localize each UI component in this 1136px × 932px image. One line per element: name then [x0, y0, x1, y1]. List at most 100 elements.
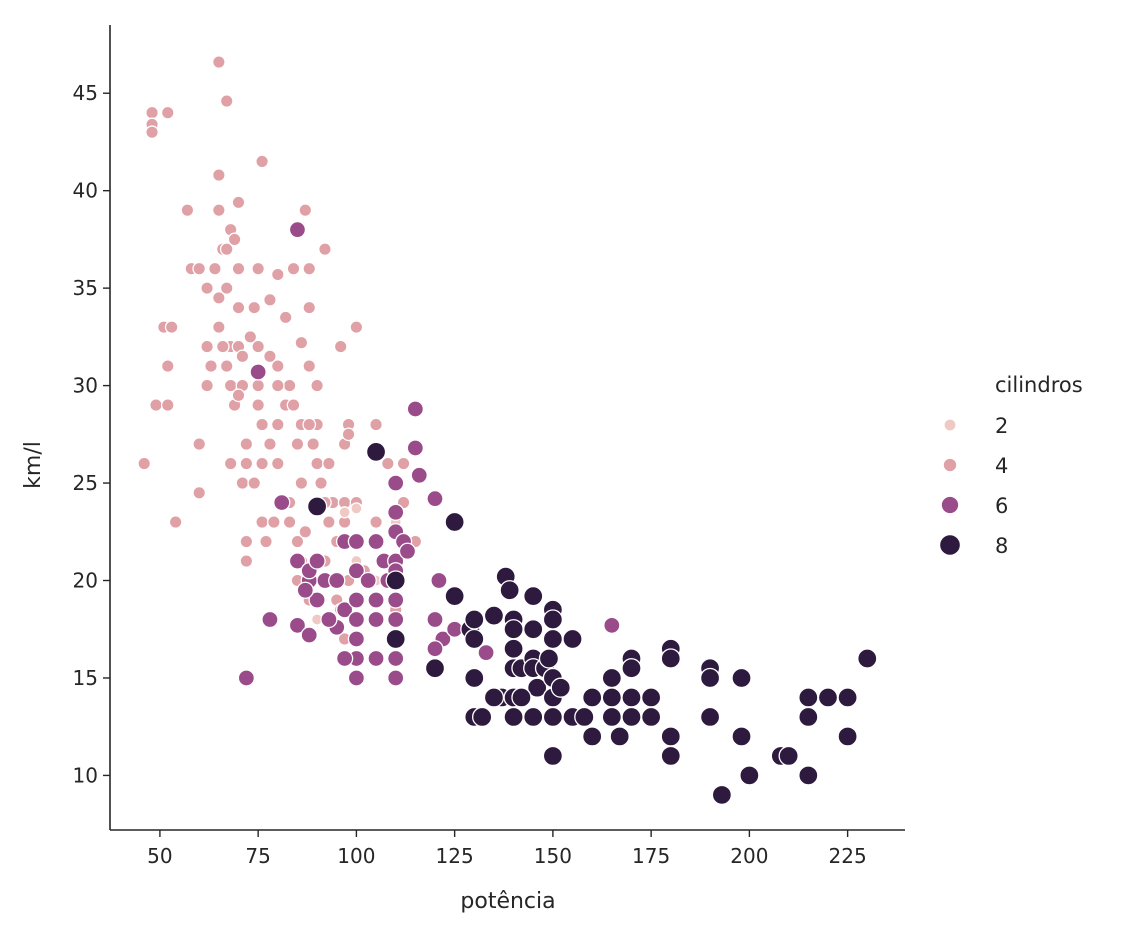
point-cyl-4	[302, 300, 317, 315]
point-cyl-4	[192, 261, 207, 276]
point-cyl-8	[711, 784, 733, 806]
x-tick-label: 200	[730, 844, 768, 868]
point-cyl-8	[444, 511, 465, 533]
point-cyl-6	[387, 669, 405, 687]
point-cyl-4	[270, 267, 285, 282]
point-cyl-8	[699, 667, 721, 689]
point-cyl-4	[145, 105, 159, 120]
point-cyl-4	[270, 456, 285, 471]
point-cyl-6	[347, 532, 366, 551]
point-cyl-8	[640, 687, 662, 708]
point-cyl-8	[817, 687, 839, 708]
point-cyl-4	[200, 378, 214, 393]
legend-marker-6	[940, 495, 960, 515]
point-cyl-6	[387, 649, 405, 668]
point-cyl-8	[660, 648, 681, 669]
point-cyl-4	[212, 203, 226, 218]
point-cyl-6	[387, 591, 405, 609]
point-cyl-4	[294, 476, 309, 490]
point-cyl-8	[523, 585, 544, 607]
point-cyl-6	[273, 493, 291, 512]
point-cyl-8	[523, 706, 544, 728]
point-cyl-4	[322, 515, 336, 529]
point-cyl-8	[523, 619, 544, 640]
point-cyl-4	[255, 154, 269, 169]
y-tick-label: 35	[73, 276, 98, 300]
point-cyl-8	[550, 677, 571, 698]
point-cyl-4	[251, 261, 266, 276]
point-cyl-8	[542, 706, 564, 728]
point-cyl-4	[168, 515, 183, 529]
point-cyl-8	[601, 687, 622, 708]
point-cyl-8	[582, 687, 603, 708]
point-cyl-8	[739, 765, 760, 786]
point-cyl-6	[296, 581, 314, 599]
point-cyl-6	[406, 439, 424, 457]
point-cyl-4	[180, 203, 195, 218]
legend-label: 2	[995, 414, 1008, 438]
point-cyl-4	[369, 417, 383, 432]
point-cyl-4	[239, 456, 254, 471]
point-cyl-4	[255, 417, 269, 432]
point-cyl-6	[288, 616, 307, 634]
point-cyl-4	[192, 437, 207, 451]
point-cyl-6	[387, 503, 405, 521]
legend-marker-8	[938, 533, 962, 557]
point-cyl-8	[542, 628, 564, 650]
point-cyl-4	[286, 398, 301, 412]
point-cyl-4	[270, 378, 285, 393]
point-cyl-4	[251, 398, 266, 412]
point-cyl-4	[298, 203, 313, 218]
point-cyl-8	[511, 687, 532, 708]
point-cyl-4	[318, 242, 332, 257]
point-cyl-4	[212, 55, 226, 69]
point-cyl-8	[699, 706, 721, 728]
point-cyl-4	[333, 339, 348, 354]
point-cyl-4	[282, 378, 297, 393]
point-cyl-4	[239, 437, 254, 451]
point-cyl-4	[294, 335, 309, 350]
point-cyl-6	[477, 643, 495, 662]
point-cyl-8	[527, 677, 548, 698]
point-cyl-8	[778, 745, 799, 767]
point-cyl-4	[215, 339, 230, 354]
points-layer	[137, 55, 878, 806]
point-cyl-2	[350, 502, 363, 515]
point-cyl-6	[308, 591, 326, 609]
point-cyl-6	[288, 552, 307, 570]
point-cyl-4	[310, 456, 324, 471]
point-cyl-4	[160, 105, 175, 120]
point-cyl-4	[278, 310, 293, 325]
point-cyl-4	[208, 261, 222, 276]
point-cyl-8	[660, 726, 681, 747]
point-cyl-4	[310, 378, 324, 393]
point-cyl-4	[369, 515, 383, 529]
point-cyl-4	[298, 524, 313, 539]
legend-label: 8	[995, 534, 1008, 558]
point-cyl-4	[290, 437, 305, 451]
point-cyl-6	[261, 610, 279, 629]
point-cyl-6	[603, 616, 621, 634]
y-tick-label: 15	[73, 666, 98, 690]
point-cyl-4	[231, 300, 246, 315]
point-cyl-4	[259, 534, 273, 549]
point-cyl-8	[464, 609, 485, 630]
point-cyl-8	[365, 441, 387, 463]
point-cyl-4	[282, 515, 297, 529]
y-tick-label: 20	[73, 569, 98, 593]
point-cyl-4	[137, 456, 152, 471]
legend-marker-2	[943, 418, 957, 432]
point-cyl-4	[263, 292, 277, 307]
point-cyl-4	[212, 291, 226, 305]
point-cyl-4	[219, 281, 234, 295]
point-cyl-8	[640, 706, 662, 728]
point-cyl-8	[798, 765, 819, 786]
point-cyl-8	[609, 726, 630, 747]
point-cyl-6	[320, 610, 338, 629]
point-cyl-8	[660, 745, 681, 767]
point-cyl-4	[160, 398, 175, 412]
point-cyl-4	[227, 232, 242, 247]
point-cyl-4	[255, 456, 269, 471]
point-cyl-4	[219, 94, 234, 108]
point-cyl-4	[380, 456, 395, 471]
